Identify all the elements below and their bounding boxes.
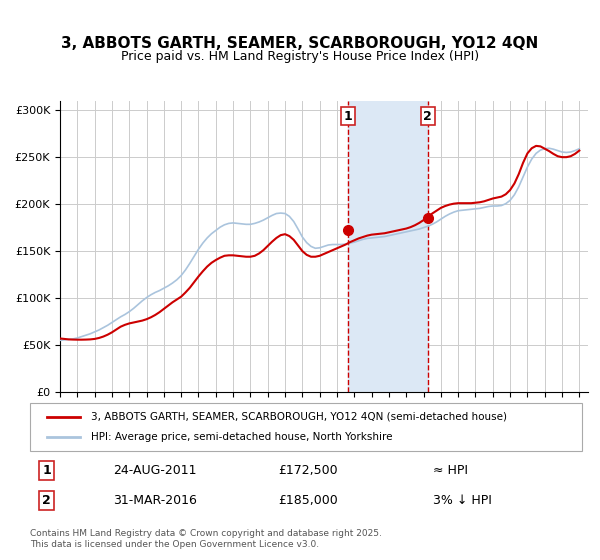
Text: HPI: Average price, semi-detached house, North Yorkshire: HPI: Average price, semi-detached house,…	[91, 432, 392, 442]
Text: 3, ABBOTS GARTH, SEAMER, SCARBOROUGH, YO12 4QN: 3, ABBOTS GARTH, SEAMER, SCARBOROUGH, YO…	[61, 36, 539, 52]
Text: 2: 2	[42, 494, 51, 507]
Text: 1: 1	[42, 464, 51, 477]
Text: 24-AUG-2011: 24-AUG-2011	[113, 464, 196, 477]
Text: £172,500: £172,500	[278, 464, 338, 477]
Text: Contains HM Land Registry data © Crown copyright and database right 2025.
This d: Contains HM Land Registry data © Crown c…	[30, 529, 382, 549]
Text: 31-MAR-2016: 31-MAR-2016	[113, 494, 197, 507]
Text: Price paid vs. HM Land Registry's House Price Index (HPI): Price paid vs. HM Land Registry's House …	[121, 50, 479, 63]
Text: 2: 2	[424, 110, 432, 123]
Text: £185,000: £185,000	[278, 494, 338, 507]
FancyBboxPatch shape	[30, 403, 582, 451]
Text: 3% ↓ HPI: 3% ↓ HPI	[433, 494, 492, 507]
Text: 1: 1	[344, 110, 353, 123]
Text: ≈ HPI: ≈ HPI	[433, 464, 468, 477]
Bar	[348, 101, 428, 392]
Text: 3, ABBOTS GARTH, SEAMER, SCARBOROUGH, YO12 4QN (semi-detached house): 3, ABBOTS GARTH, SEAMER, SCARBOROUGH, YO…	[91, 412, 507, 422]
